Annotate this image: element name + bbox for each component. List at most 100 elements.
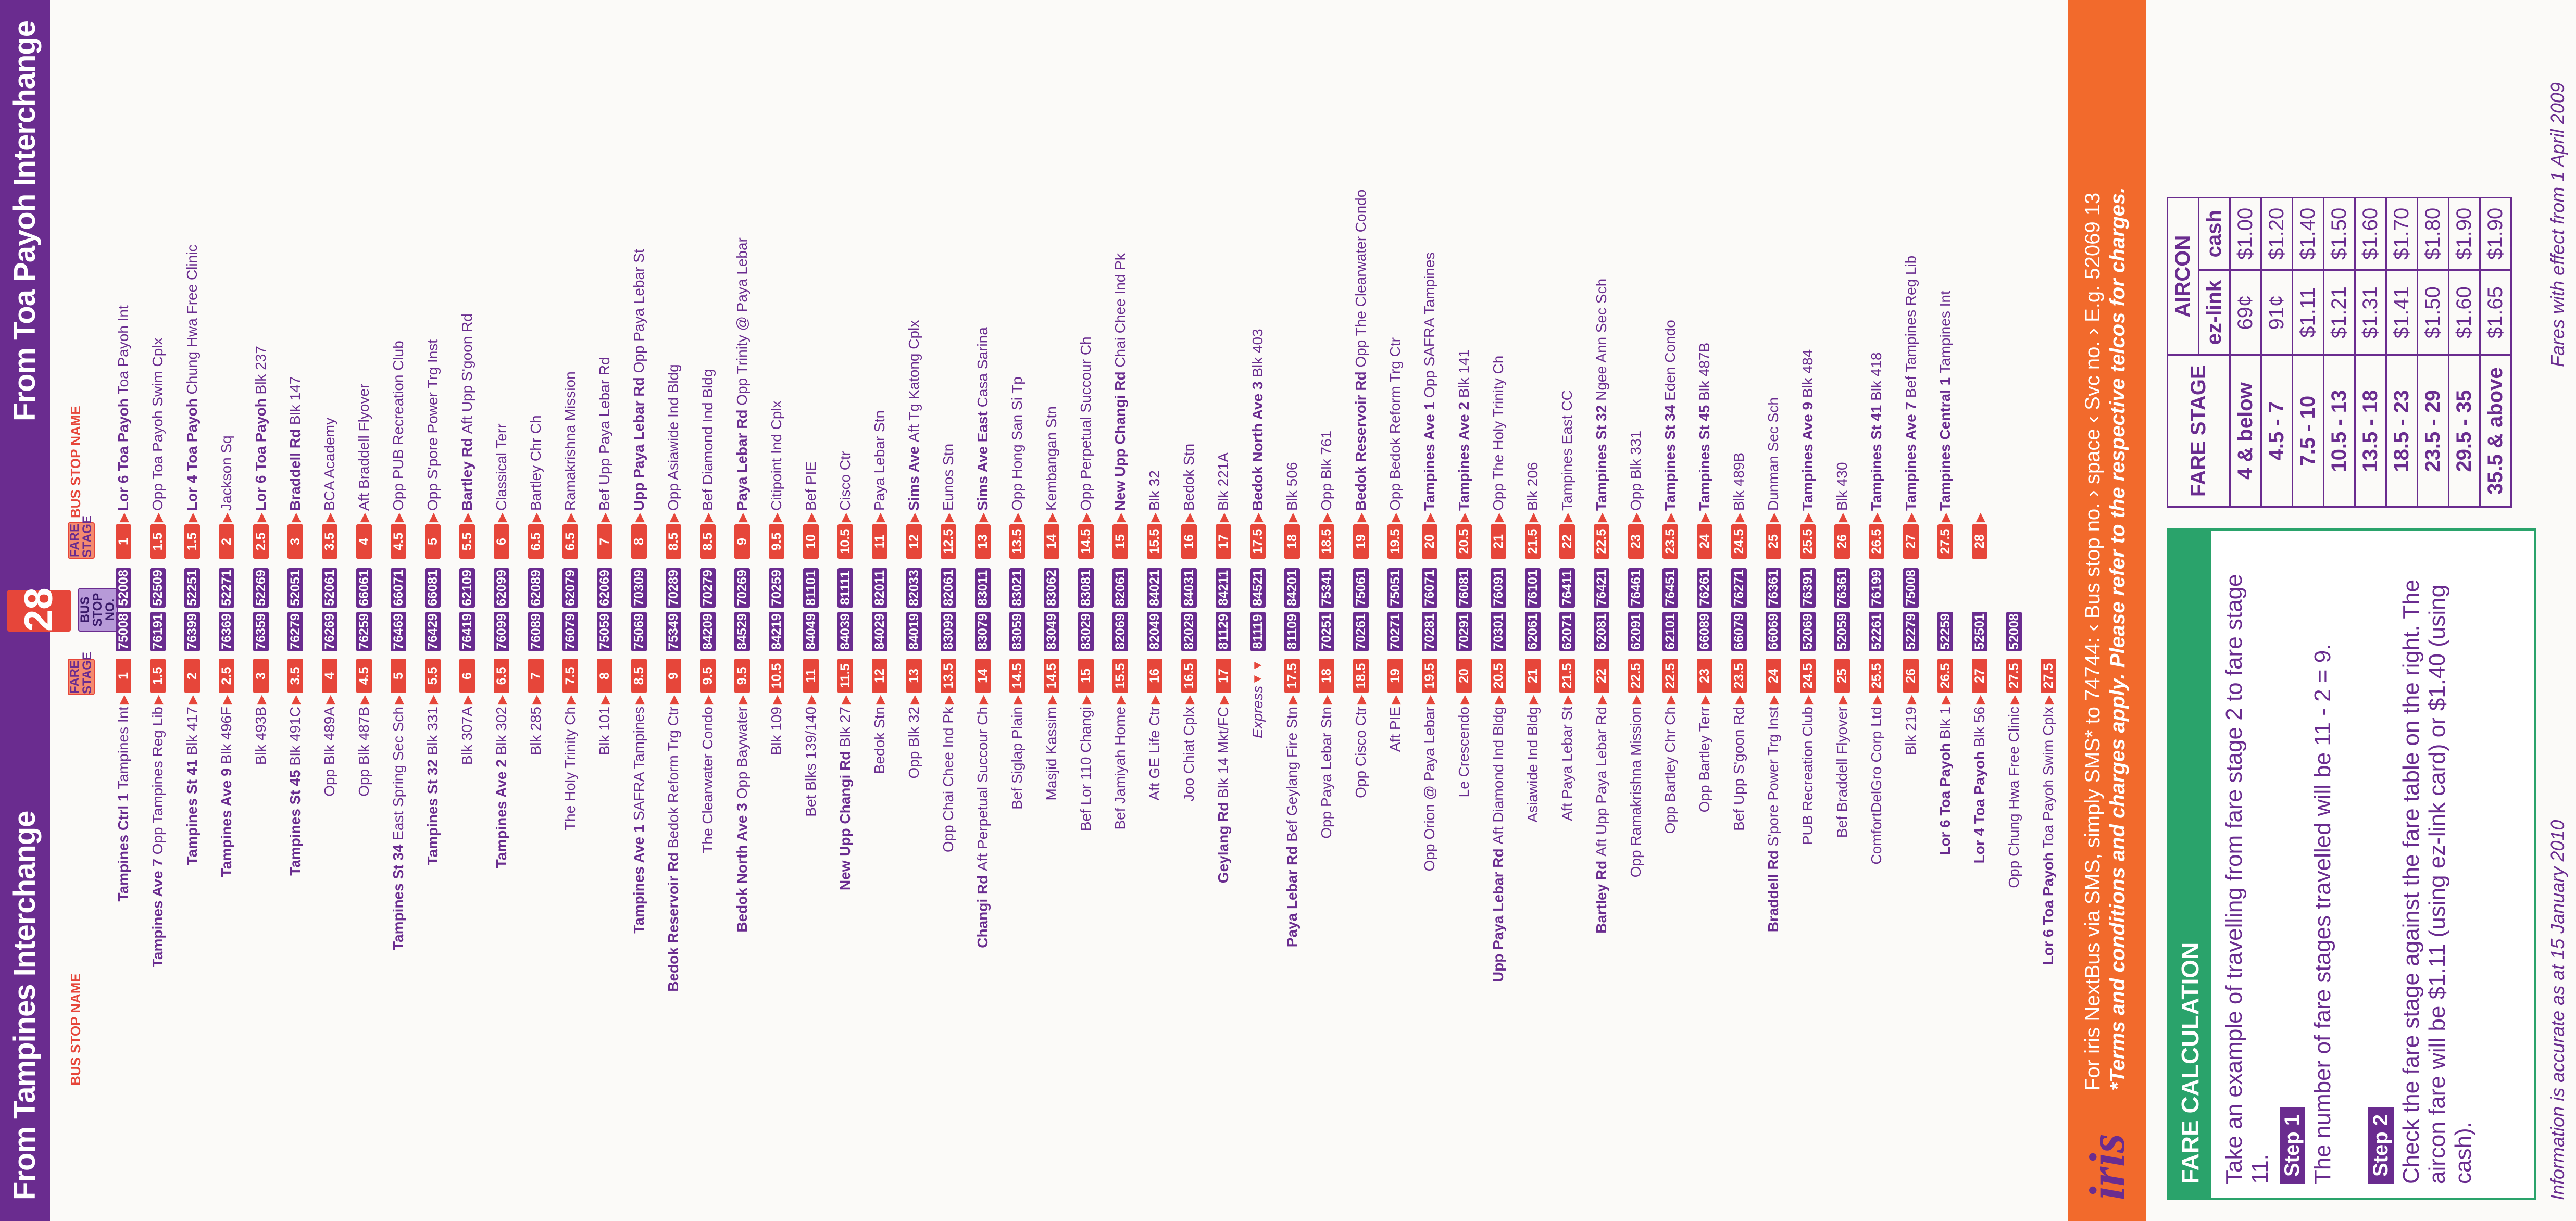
- list-item: Braddell Rd S'pore Power Trg Inst ▶ 24: [1765, 659, 1782, 1200]
- stop-label: Opp SAFRA Tampines: [1421, 252, 1437, 398]
- bus-stop-code: 66081: [425, 568, 441, 608]
- bus-stop-code: 84031: [1181, 568, 1197, 608]
- arrow-icon: ▶: [1251, 512, 1265, 523]
- list-item: 13 ▶ Sims Ave East Casa Sarina: [974, 17, 992, 559]
- stop-label: Opp Hong San Si Tp: [1009, 376, 1025, 511]
- stop-label: The Clearwater Condo: [699, 707, 716, 853]
- list-item: 76269 52061: [321, 563, 339, 651]
- list-item: 20.5 ▶ Tampines Ave 2 Blk 141: [1455, 17, 1473, 559]
- arrow-icon: ▶: [1629, 695, 1643, 705]
- list-item: 62101 76451: [1661, 563, 1679, 651]
- stop-label: Citipoint Ind Cplx: [768, 400, 784, 511]
- stop-name: Bedok Stn: [1181, 444, 1197, 511]
- fare-stage-badge: 1: [116, 524, 131, 559]
- stop-name: Braddell Rd Blk 147: [287, 376, 304, 511]
- fare-table: FARE STAGE AIRCON ez-link cash 4 & below…: [2167, 197, 2512, 508]
- stop-label: Asiawide Ind Bldg: [1524, 707, 1541, 823]
- bus-stop-code: 52501: [1972, 612, 1987, 651]
- road-name: Tampines St 34: [390, 840, 406, 950]
- bus-stop-code: 83021: [1009, 568, 1025, 608]
- table-row: 29.5 - 35 $1.60 $1.90: [2448, 197, 2480, 507]
- stop-name: Opp PUB Recreation Club: [390, 341, 407, 511]
- list-item: 76399 52251: [183, 563, 201, 651]
- list-item: 83099 82061: [940, 563, 957, 651]
- list-item: 75059 62069: [596, 563, 614, 651]
- bus-stop-code: 76071: [1422, 568, 1437, 608]
- list-item: Blk 493B ▶ 3: [252, 659, 270, 1200]
- bus-stop-code: 84021: [1147, 568, 1162, 608]
- stop-label: Express: [1249, 686, 1266, 739]
- fare-stage-badge: 21.5: [1559, 659, 1575, 693]
- fare-cell-stage: 4.5 - 7: [2261, 355, 2293, 507]
- list-item: 82029 84031: [1180, 563, 1198, 651]
- table-row: 23.5 - 29 $1.50 $1.80: [2417, 197, 2449, 507]
- list-item: 1.5 ▶ Lor 4 Toa Payoh Chung Hwa Free Clini…: [183, 17, 201, 559]
- list-item: Tampines St 32 Blk 331 ▶ 5.5: [424, 659, 442, 1200]
- fare-stage-badge: 2: [219, 524, 234, 559]
- stop-label: ComfortDelGro Corp Ltd: [1868, 707, 1884, 865]
- arrow-icon: ▶: [151, 512, 165, 523]
- stop-label: Bedok Reform Trg Ctr: [665, 707, 681, 849]
- arrow-icon: ▶: [666, 512, 681, 523]
- bus-stop-code: 76451: [1662, 568, 1678, 608]
- list-item: 84019 82033: [905, 563, 923, 651]
- list-item: 70251 75341: [1318, 563, 1335, 651]
- list-item: Blk 285 ▶ 7: [527, 659, 545, 1200]
- list-item: The Clearwater Condo ▶ 9.5: [699, 659, 717, 1200]
- stop-name: Aft Braddell Flyover: [356, 384, 372, 511]
- road-name: Bartley Rd: [1593, 856, 1609, 934]
- stop-name: Lor 6 Toa Payoh Blk 237: [253, 346, 269, 511]
- stop-name: Sims Ave Aft Tg Katong Cplx: [906, 320, 922, 511]
- stop-name: Upp Paya Lebar Rd Opp Paya Lebar St: [631, 249, 647, 511]
- list-item: 70301 76091: [1490, 563, 1507, 651]
- arrow-icon: ▶: [494, 695, 509, 705]
- bus-stop-code: 62101: [1662, 612, 1678, 651]
- list-item: 82049 84021: [1146, 563, 1164, 651]
- stop-label: Opp Baywater: [734, 707, 750, 799]
- road-name: Tampines Ave 7: [1903, 398, 1919, 511]
- stop-label: Blk 489B: [1731, 452, 1747, 511]
- road-name: Tampines Ave 9: [1799, 398, 1816, 511]
- arrow-icon: ▶: [1216, 695, 1231, 705]
- stop-label: Blk 109: [768, 707, 784, 756]
- arrow-icon: ▶: [1904, 512, 1918, 523]
- fare-stage-badge: 6.5: [562, 524, 578, 559]
- stop-label: Blk 1: [1937, 707, 1953, 739]
- arrow-icon: ▼: [1251, 659, 1265, 672]
- fare-stage-badge: 19.5: [1422, 659, 1437, 693]
- road-name: New Upp Changi Rd: [1112, 367, 1128, 511]
- stop-label: Dunman Sec Sch: [1765, 397, 1781, 511]
- stop-label: SAFRA Tampines: [631, 707, 647, 821]
- fare-stage-badge: 13: [906, 659, 922, 693]
- list-item: Lor 4 Toa Payoh Blk 56 ▶ 27: [1971, 659, 1989, 1200]
- fare-cell-stage: 13.5 - 18: [2355, 355, 2386, 507]
- stop-label: Opp Paya Lebar St: [631, 249, 647, 373]
- bus-stop-code: 76091: [1491, 568, 1506, 608]
- list-item: 70291 76081: [1455, 563, 1473, 651]
- fare-stage-badge: 21: [1525, 659, 1541, 693]
- fare-stage-badge: 26.5: [1937, 659, 1953, 693]
- arrow-icon: ▶: [1079, 512, 1093, 523]
- stop-label: Bedok Stn: [871, 707, 887, 774]
- bus-stop-code: 75008: [1903, 568, 1919, 608]
- stop-label: Bef Upp Paya Lebar Rd: [596, 357, 612, 511]
- list-item: Opp Cisco Ctr ▶ 18.5: [1352, 659, 1370, 1200]
- fare-stage-badge: 3: [253, 659, 269, 693]
- stop-name: Citipoint Ind Cplx: [768, 400, 785, 511]
- bus-stop-code: 76361: [1766, 568, 1781, 608]
- bus-stop-code: 84529: [734, 612, 750, 651]
- list-item: 6.5 ▶ Ramakrishna Mission: [561, 17, 579, 559]
- road-name: Lor 6 Toa Payoh: [253, 394, 269, 511]
- footer-effective: Fares with effect from 1 April 2009: [2547, 82, 2568, 367]
- bus-stop-code: 81101: [803, 568, 819, 608]
- fare-stage-badge: 16: [1147, 659, 1162, 693]
- stop-label: Toa Payoh Int: [115, 305, 131, 395]
- stop-label: Blk 56: [1971, 707, 1987, 747]
- stop-label: Opp Trinity @ Paya Lebar: [734, 237, 750, 406]
- stop-name: Bef Lor 110 Changi: [1078, 707, 1094, 831]
- arrow-icon: ▶: [460, 512, 474, 523]
- list-item: 9.5 ▶ Citipoint Ind Cplx: [768, 17, 785, 559]
- bus-stop-code: 62081: [1594, 612, 1609, 651]
- fare-stage-badge: 7: [597, 524, 612, 559]
